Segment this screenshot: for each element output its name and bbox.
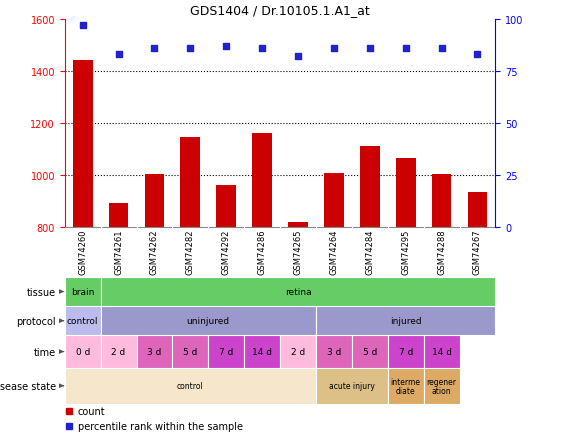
Bar <box>352 335 388 368</box>
Point <box>365 45 374 52</box>
Text: percentile rank within the sample: percentile rank within the sample <box>78 421 243 431</box>
Text: 3 d: 3 d <box>148 347 162 356</box>
Text: acute injury: acute injury <box>329 381 375 390</box>
Bar <box>244 335 280 368</box>
Bar <box>424 335 459 368</box>
Bar <box>432 174 452 434</box>
Point <box>258 45 267 52</box>
Bar <box>360 147 379 434</box>
Bar <box>208 335 244 368</box>
Point <box>186 45 195 52</box>
Point <box>222 43 231 50</box>
Text: 5 d: 5 d <box>183 347 198 356</box>
Bar <box>216 186 236 434</box>
Bar <box>468 193 488 434</box>
Bar <box>388 335 424 368</box>
Text: uninjured: uninjured <box>187 316 230 326</box>
Point <box>437 45 446 52</box>
Text: 14 d: 14 d <box>252 347 272 356</box>
Text: 2 d: 2 d <box>291 347 305 356</box>
Text: 2 d: 2 d <box>111 347 126 356</box>
Text: control: control <box>177 381 204 390</box>
Bar <box>101 335 137 368</box>
Text: retina: retina <box>285 287 311 296</box>
Point <box>78 22 87 29</box>
Title: GDS1404 / Dr.10105.1.A1_at: GDS1404 / Dr.10105.1.A1_at <box>190 4 370 17</box>
Bar <box>65 335 101 368</box>
Bar <box>73 61 92 434</box>
Bar <box>172 335 208 368</box>
Text: protocol: protocol <box>16 316 56 326</box>
Text: 3 d: 3 d <box>327 347 341 356</box>
Point <box>329 45 338 52</box>
Text: 5 d: 5 d <box>363 347 377 356</box>
Text: regener
ation: regener ation <box>427 377 457 395</box>
Bar <box>396 159 415 434</box>
Text: time: time <box>34 347 56 357</box>
Bar <box>252 134 272 434</box>
Point <box>150 45 159 52</box>
Bar <box>181 138 200 434</box>
Text: interme
diate: interme diate <box>391 377 421 395</box>
Bar <box>316 306 495 335</box>
Point <box>473 51 482 58</box>
Text: 7 d: 7 d <box>219 347 234 356</box>
Bar <box>145 174 164 434</box>
Text: 0 d: 0 d <box>75 347 90 356</box>
Bar <box>288 222 308 434</box>
Text: brain: brain <box>71 287 95 296</box>
Point <box>293 53 302 60</box>
Text: 14 d: 14 d <box>432 347 452 356</box>
Bar <box>65 368 316 404</box>
Bar <box>280 335 316 368</box>
Bar <box>101 306 316 335</box>
Text: disease state: disease state <box>0 381 56 391</box>
Point <box>114 51 123 58</box>
Bar <box>109 203 128 434</box>
Bar <box>388 368 424 404</box>
Text: control: control <box>67 316 99 326</box>
Text: 7 d: 7 d <box>399 347 413 356</box>
Bar <box>65 277 101 306</box>
Bar <box>316 335 352 368</box>
Bar <box>324 174 344 434</box>
Point <box>401 45 410 52</box>
Text: tissue: tissue <box>27 287 56 297</box>
Bar <box>65 306 101 335</box>
Text: injured: injured <box>390 316 422 326</box>
Bar <box>424 368 459 404</box>
Text: count: count <box>78 406 105 416</box>
Bar <box>316 368 388 404</box>
Bar <box>137 335 172 368</box>
